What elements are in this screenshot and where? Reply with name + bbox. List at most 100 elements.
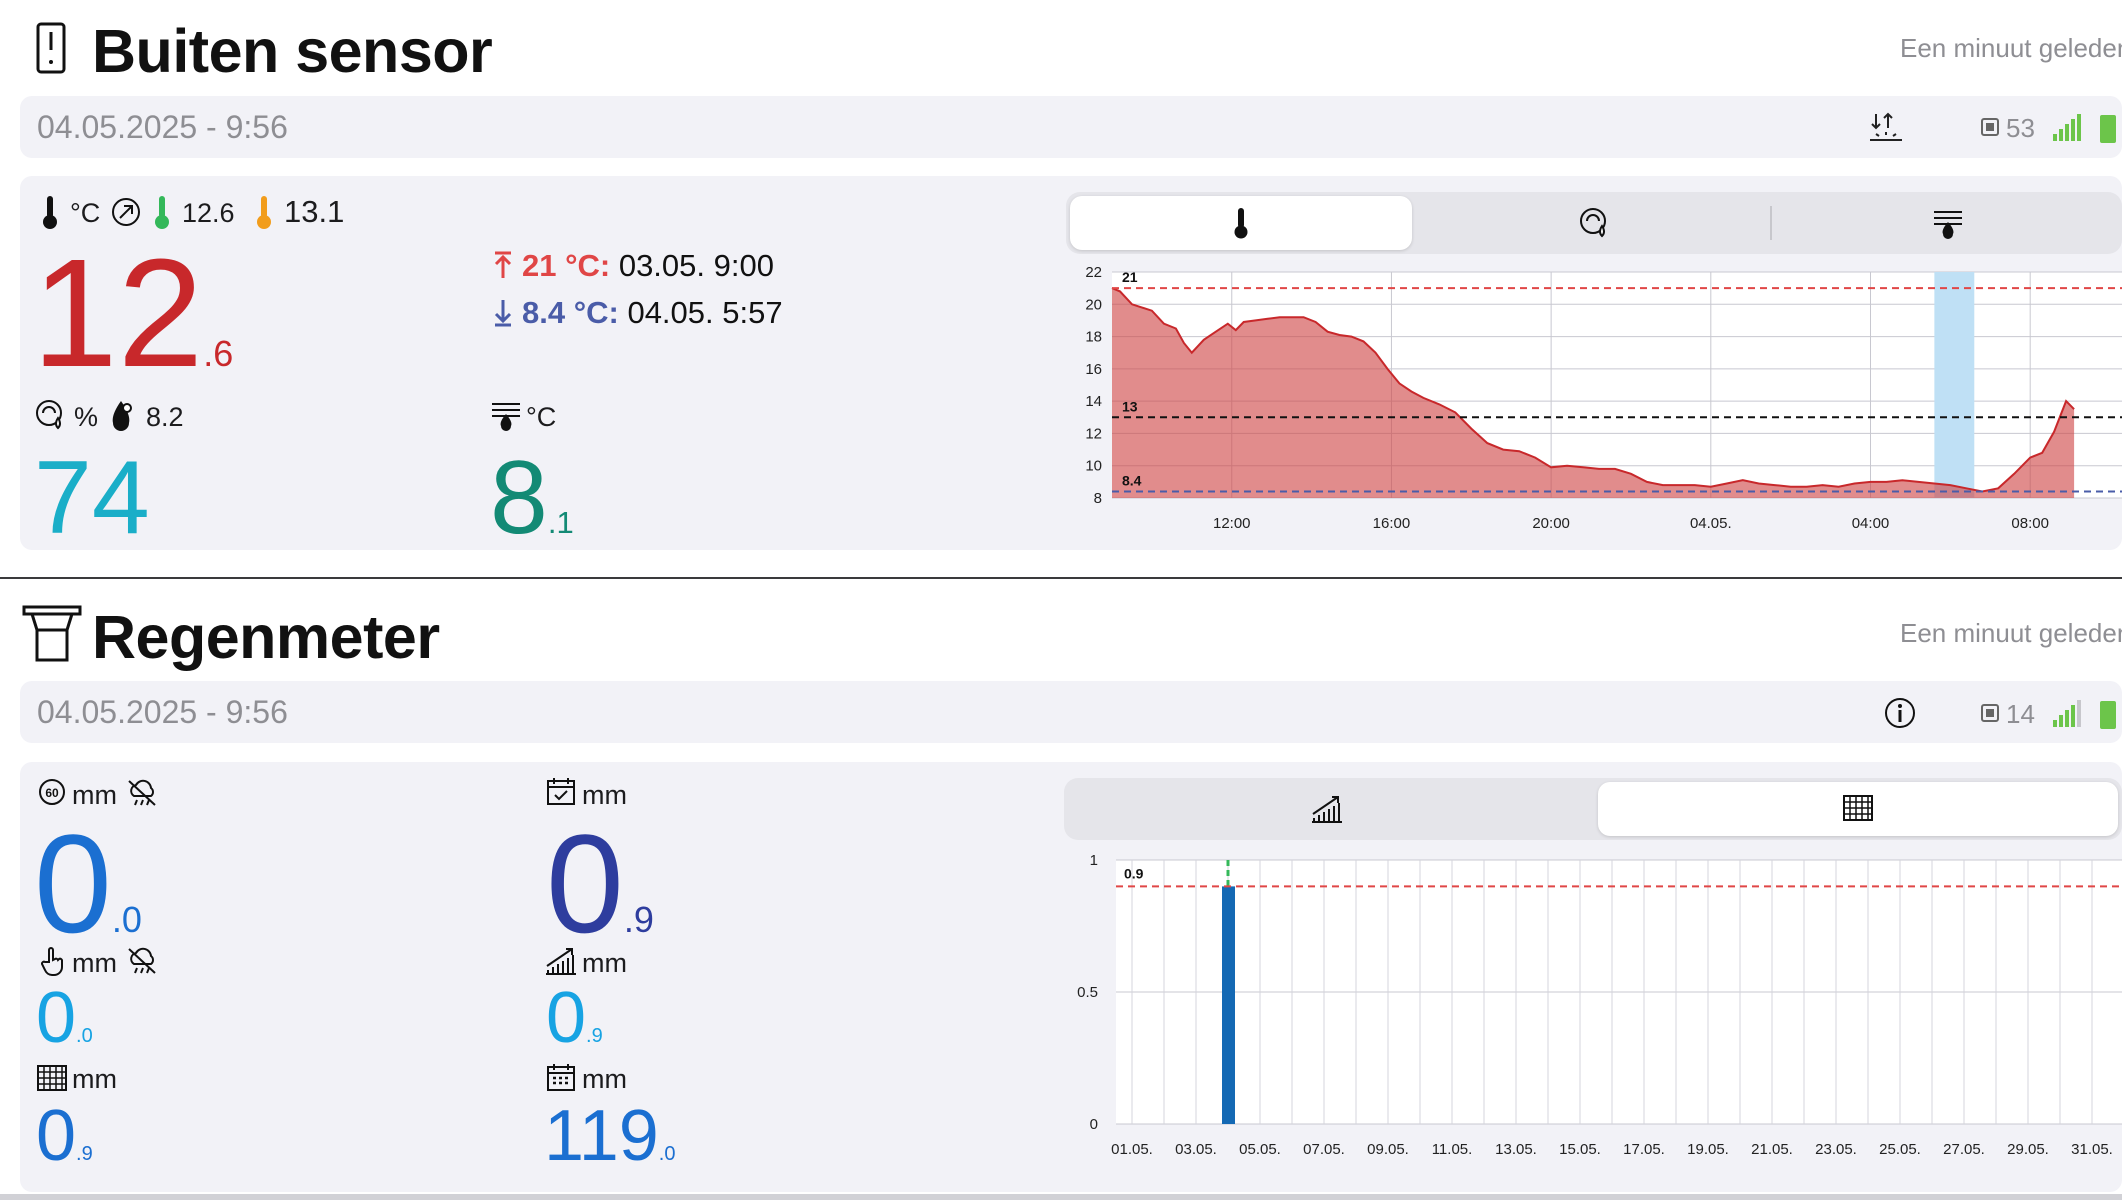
x-tick-label: 12:00 <box>1213 515 1251 532</box>
rain-event-frac: .0 <box>76 1025 93 1047</box>
x-tick-label: 08:00 <box>2011 515 2049 532</box>
x-tick-label: 16:00 <box>1373 515 1411 532</box>
tab-rain-month[interactable] <box>1598 782 2118 836</box>
rain-today-value: 0.9 <box>546 814 654 954</box>
x-tick-label: 20:00 <box>1532 515 1570 532</box>
rain-today-frac: .9 <box>623 899 654 940</box>
y-tick-label: 18 <box>1085 329 1102 346</box>
event-no-rain-cloud-icon <box>126 946 158 981</box>
sensor-datetime: 04.05.2025 - 9:56 <box>37 109 288 145</box>
week-unit-label: mm <box>582 948 627 978</box>
x-tick-label: 29.05. <box>2007 1141 2049 1158</box>
x-tick-label: 01.05. <box>1111 1141 1153 1158</box>
temp-low-row: 8.4 °C: 04.05. 5:57 <box>522 295 783 331</box>
segment-divider <box>1770 206 1772 240</box>
dewpoint-frac: .1 <box>547 505 574 540</box>
x-tick-label: 05.05. <box>1239 1141 1281 1158</box>
temperature-int: 12 <box>32 227 204 399</box>
rain-updated-time: Een minuut geleden <box>1900 618 2122 648</box>
rain-chip-icon <box>1979 702 2001 729</box>
rain-year-int: 119 <box>544 1096 659 1176</box>
temperature-frac: .6 <box>203 333 234 374</box>
rain-month-frac: .9 <box>76 1143 93 1165</box>
dewpoint-unit-label: °C <box>526 402 557 432</box>
sensor-updated-time: Een minuut geleden <box>1900 33 2122 63</box>
temp-high-time: 03.05. 9:00 <box>618 248 774 283</box>
hour-unit-label: mm <box>72 780 117 810</box>
x-tick-label: 03.05. <box>1175 1141 1217 1158</box>
sensor-status-bar <box>20 96 2122 158</box>
rain-month-int: 0 <box>36 1096 77 1176</box>
chip-icon <box>1979 116 2001 143</box>
dewpoint-icon <box>490 398 522 437</box>
temperature-chart: 22 20 18 16 14 12 10 8 12:00 16:00 20:00 04.05. 04:0… <box>1085 264 2122 532</box>
hand-icon <box>40 946 66 983</box>
x-tick-label: 19.05. <box>1687 1141 1729 1158</box>
x-tick-label: 21.05. <box>1751 1141 1793 1158</box>
rain-battery-icon <box>2098 698 2118 735</box>
humidity-gauge-icon <box>34 398 68 437</box>
y-tick-label: 22 <box>1085 264 1102 281</box>
temp-min-marker: 12.6 <box>182 198 235 228</box>
y-tick-label: 16 <box>1085 361 1102 378</box>
x-tick-label: 15.05. <box>1559 1141 1601 1158</box>
hour-badge-text: 60 <box>45 786 59 800</box>
rain-week-int: 0 <box>546 978 587 1058</box>
today-unit-label: mm <box>582 780 627 810</box>
x-tick-label: 27.05. <box>1943 1141 1985 1158</box>
temp-unit-label: °C <box>70 198 101 228</box>
sensor-chip-count: 53 <box>2006 113 2035 143</box>
sun-rise-set-icon[interactable] <box>1866 110 1906 149</box>
year-calendar-icon <box>546 1062 576 1097</box>
rain-month-chart: 1 0.5 0 01.05. 03.05. 05.05. 07.05. 09.05. 11.05… <box>1077 852 2122 1158</box>
temp-high-label: 21 °C: <box>522 248 611 283</box>
x-tick-label: 31.05. <box>2071 1141 2113 1158</box>
dew-value-label: 8.2 <box>146 402 184 432</box>
rain-week-frac: .9 <box>586 1025 603 1047</box>
year-unit-label: mm <box>582 1064 627 1094</box>
sensor-title: Buiten sensor <box>92 17 493 85</box>
rain-gauge-device-icon <box>22 604 82 667</box>
temperature-value: 12.6 <box>32 236 233 390</box>
reference-label: 13 <box>1122 398 1138 414</box>
info-icon[interactable] <box>1884 697 1916 734</box>
no-rain-cloud-icon <box>126 778 158 813</box>
humidity-value: 74 <box>34 440 150 556</box>
rain-week-value: 0.9 <box>546 982 603 1054</box>
rain-today-int: 0 <box>546 805 624 962</box>
section-divider <box>0 577 2122 579</box>
reference-label: 21 <box>1122 269 1138 285</box>
tab-rain-month-icon <box>1842 794 1874 827</box>
low-arrow-icon <box>492 298 514 333</box>
rain-hour-int: 0 <box>34 805 112 962</box>
y-tick-label: 0.5 <box>1077 984 1098 1001</box>
min-thermometer-icon <box>152 194 172 235</box>
tab-dewpoint-icon <box>1932 206 1964 245</box>
thermometer-icon <box>40 194 60 235</box>
temperature-area <box>1112 288 2075 498</box>
x-tick-label: 04.05. <box>1690 515 1732 532</box>
y-tick-label: 14 <box>1085 393 1102 410</box>
x-tick-label: 04:00 <box>1852 515 1890 532</box>
reference-label: 0.9 <box>1124 865 1144 881</box>
y-tick-label: 12 <box>1085 425 1102 442</box>
rain-month-value: 0.9 <box>36 1100 93 1172</box>
rain-hour-value: 0.0 <box>34 814 142 954</box>
humidity-unit-label: % <box>74 402 99 432</box>
high-arrow-icon <box>492 250 514 285</box>
trend-arrow-icon <box>110 196 142 233</box>
highlight-band <box>1934 272 1975 498</box>
max-thermometer-icon <box>254 194 274 235</box>
x-tick-label: 23.05. <box>1815 1141 1857 1158</box>
tab-humidity-icon <box>1578 206 1612 245</box>
rain-event-int: 0 <box>36 978 77 1058</box>
temp-low-label: 8.4 °C: <box>522 295 619 330</box>
rain-title: Regenmeter <box>92 603 440 671</box>
y-tick-label: 0 <box>1090 1116 1098 1133</box>
signal-strength-icon <box>2052 112 2084 147</box>
y-tick-label: 8 <box>1094 490 1102 507</box>
rain-hour-frac: .0 <box>111 899 142 940</box>
rain-datetime: 04.05.2025 - 9:56 <box>37 694 288 730</box>
x-tick-label: 13.05. <box>1495 1141 1537 1158</box>
bottom-edge <box>0 1194 2122 1200</box>
